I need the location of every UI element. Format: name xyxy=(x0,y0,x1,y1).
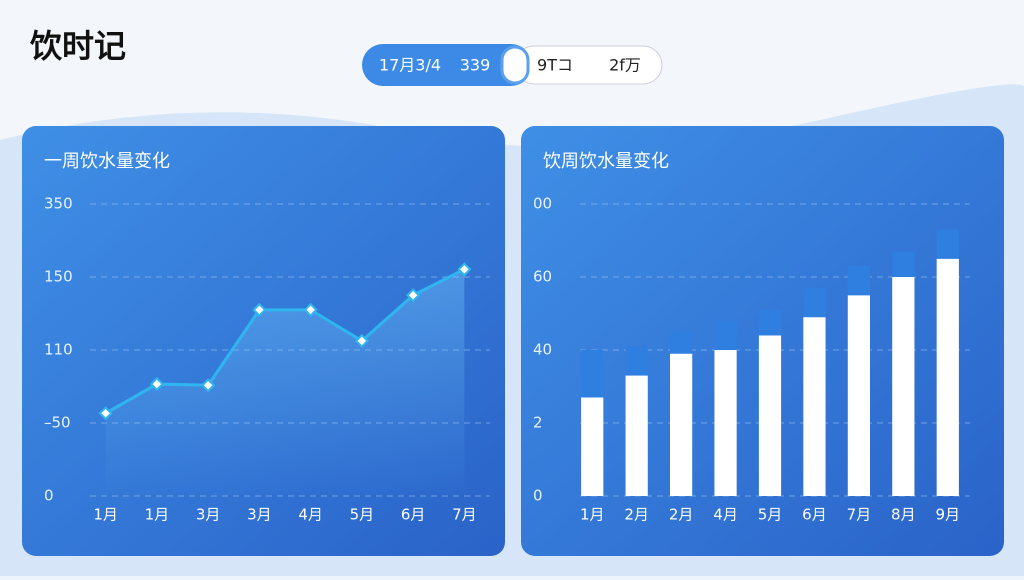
toggle-knob[interactable] xyxy=(500,45,530,85)
y-tick-label: 0 xyxy=(44,487,54,505)
line-area xyxy=(105,269,465,496)
x-tick-label: 1月 xyxy=(580,506,605,524)
x-tick-label: 7月 xyxy=(847,506,872,524)
y-tick-label: 350 xyxy=(44,195,73,213)
x-tick-label: 6月 xyxy=(802,506,827,524)
point xyxy=(252,302,267,317)
x-tick-label: 3月 xyxy=(247,506,272,524)
bar-segment xyxy=(847,266,870,296)
y-tick-label: 2 xyxy=(533,414,543,432)
point xyxy=(406,288,421,303)
bar-segment xyxy=(936,258,959,496)
y-tick-label: 60 xyxy=(533,268,552,286)
x-tick-label: 1月 xyxy=(93,506,118,524)
x-tick-label: 5月 xyxy=(758,506,783,524)
bar-segment xyxy=(758,309,782,336)
bar-segment xyxy=(936,229,959,259)
y-tick-label: 150 xyxy=(44,268,73,286)
bar-segment xyxy=(714,350,737,496)
point xyxy=(201,378,216,393)
bar-segment xyxy=(892,251,915,277)
point xyxy=(303,302,318,317)
point xyxy=(457,262,472,277)
bar-segment xyxy=(625,346,648,376)
x-tick-label: 1月 xyxy=(145,506,170,524)
x-tick-label: 9月 xyxy=(936,506,961,524)
point xyxy=(149,376,164,392)
point xyxy=(354,333,369,348)
bar-segment xyxy=(581,397,604,496)
toggle-label: 2f万 xyxy=(609,56,641,75)
x-tick-label: 3月 xyxy=(196,506,221,524)
x-tick-label: 7月 xyxy=(452,506,477,524)
y-tick-label: 40 xyxy=(533,341,552,359)
x-tick-label: 8月 xyxy=(891,506,916,524)
chart-title: 饮周饮水量变化 xyxy=(543,151,669,172)
chart-title: 一周饮水量变化 xyxy=(44,151,170,172)
point xyxy=(98,406,113,421)
bar-segment xyxy=(758,335,782,496)
bar-segment xyxy=(803,317,826,496)
bar-segment xyxy=(892,277,915,496)
toggle-label: 9Tコ xyxy=(537,56,573,75)
toggle-active[interactable] xyxy=(362,44,532,86)
bar-segment xyxy=(847,295,870,496)
x-tick-label: 2月 xyxy=(669,506,694,524)
bar-segment xyxy=(625,375,648,496)
bar-segment xyxy=(581,350,604,398)
x-tick-label: 2月 xyxy=(624,506,649,524)
bar-segment xyxy=(670,331,693,354)
x-tick-label: 4月 xyxy=(298,506,323,524)
x-tick-label: 4月 xyxy=(713,506,738,524)
y-tick-label: 00 xyxy=(533,195,552,213)
y-tick-label: –50 xyxy=(44,414,71,432)
x-tick-label: 5月 xyxy=(350,506,375,524)
bar-segment xyxy=(670,353,693,496)
x-tick-label: 6月 xyxy=(401,506,426,524)
bar-segment xyxy=(714,320,737,350)
line xyxy=(104,267,466,415)
y-tick-label: 0 xyxy=(533,487,543,505)
toggle-label: 339 xyxy=(460,56,491,75)
toggle-label: 17月3/4 xyxy=(379,56,441,75)
app-title: 饮时记 xyxy=(30,27,126,65)
bar-segment xyxy=(803,287,826,318)
y-tick-label: 110 xyxy=(44,341,73,359)
